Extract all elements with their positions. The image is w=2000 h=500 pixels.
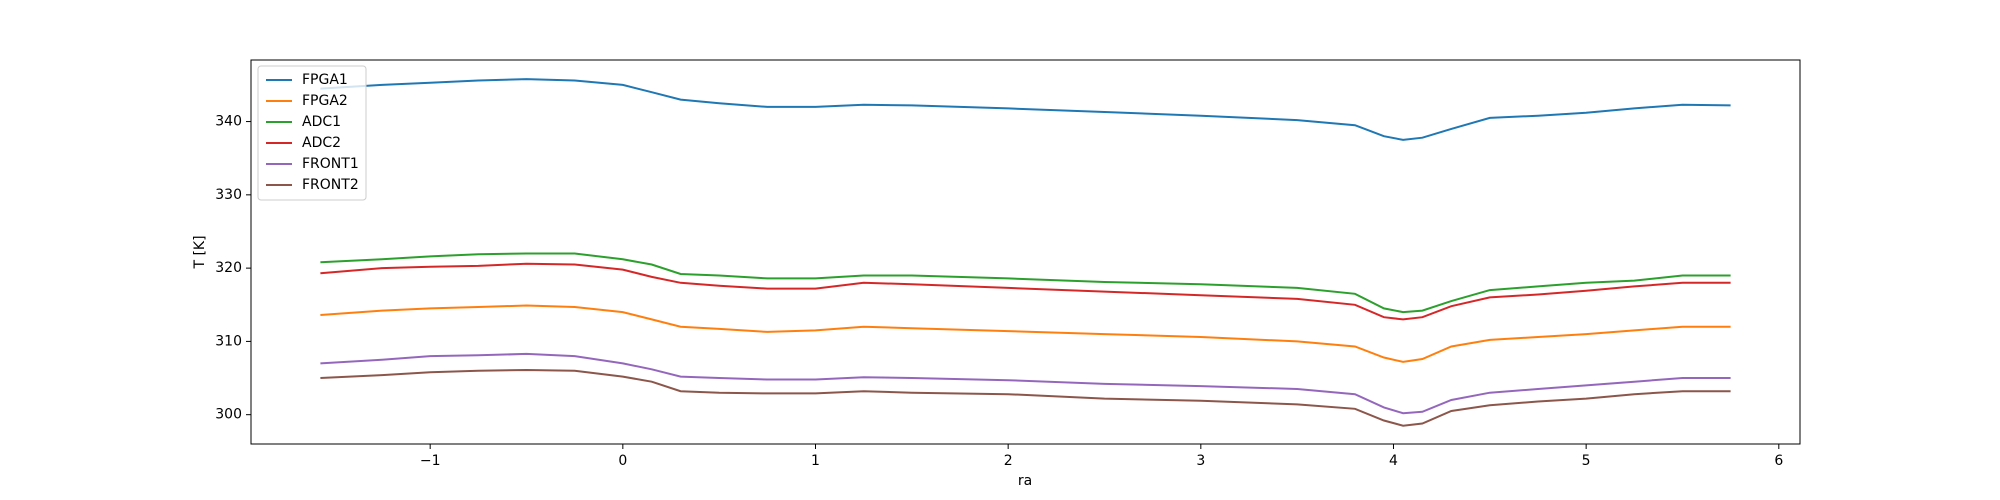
y-axis-label: T [K]	[192, 235, 208, 269]
x-tick-label: −1	[420, 453, 441, 469]
line	[320, 252, 1731, 314]
legend-label: ADC2	[302, 135, 341, 151]
x-axis-label: ra	[1018, 473, 1032, 489]
x-tick-label: 3	[1196, 453, 1205, 469]
x-tick-label: 4	[1389, 453, 1398, 469]
line	[320, 352, 1731, 415]
line	[320, 368, 1731, 427]
legend-label: FRONT2	[302, 177, 359, 193]
y-tick-label: 340	[215, 114, 242, 130]
legend-label: FRONT1	[302, 156, 359, 172]
y-tick-label: 320	[215, 260, 242, 276]
legend-label: ADC1	[302, 114, 341, 130]
legend-label: FPGA2	[302, 93, 348, 109]
x-tick-label: 6	[1774, 453, 1783, 469]
y-tick-label: 300	[215, 407, 242, 423]
x-tick-label: 1	[811, 453, 820, 469]
line	[320, 262, 1731, 321]
plot-frame	[250, 59, 1801, 445]
x-tick-label: 2	[1004, 453, 1013, 469]
line	[320, 304, 1731, 363]
y-tick-label: 330	[215, 187, 242, 203]
x-tick-label: 0	[618, 453, 627, 469]
line	[320, 78, 1731, 141]
legend-box	[257, 65, 367, 201]
y-tick-label: 310	[215, 333, 242, 349]
legend-label: FPGA1	[302, 72, 348, 88]
x-tick-label: 5	[1582, 453, 1591, 469]
